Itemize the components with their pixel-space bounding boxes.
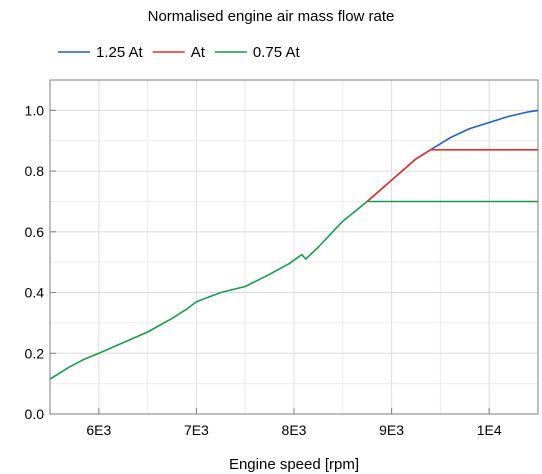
series-line-2 <box>49 200 538 380</box>
x-tick-label: 1E4 <box>477 422 502 438</box>
legend-label: At <box>191 44 206 61</box>
y-tick-label: 1.0 <box>25 102 45 118</box>
y-tick-label: 0.8 <box>25 163 45 179</box>
series-lines <box>49 109 539 380</box>
y-tick-label: 0.6 <box>25 224 45 240</box>
y-tick-label: 0.4 <box>25 285 45 301</box>
legend-label: 1.25 At <box>96 44 144 61</box>
y-tick-label: 0.2 <box>25 345 45 361</box>
y-tick-label: 0.0 <box>25 406 45 422</box>
x-tick-label: 8E3 <box>282 422 307 438</box>
series-line-1 <box>366 149 538 203</box>
legend-label: 0.75 At <box>253 44 301 61</box>
x-axis-label: Engine speed [rpm] <box>229 456 359 473</box>
legend: 1.25 At At 0.75 At <box>58 44 300 61</box>
series-line-0 <box>366 109 539 203</box>
x-tick-label: 7E3 <box>184 422 209 438</box>
x-tick-label: 9E3 <box>379 422 404 438</box>
x-tick-label: 6E3 <box>86 422 111 438</box>
chart-title: Normalised engine air mass flow rate <box>147 8 395 25</box>
axis-ticks: 6E3 7E3 8E3 9E3 1E4 0.0 0.2 0.4 0.6 0.8 1.0 <box>25 102 502 438</box>
